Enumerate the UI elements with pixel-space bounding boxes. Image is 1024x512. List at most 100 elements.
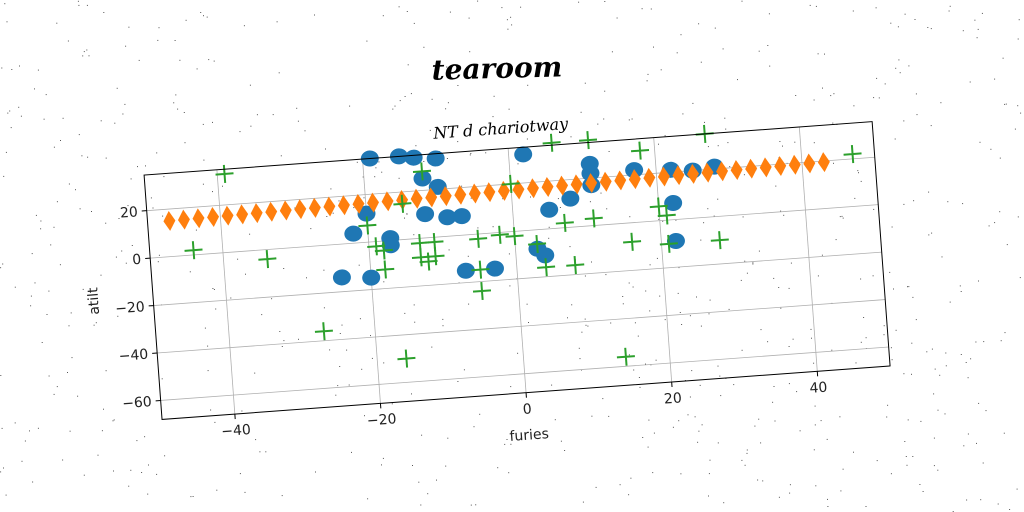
speckle bbox=[645, 291, 646, 292]
speckle bbox=[381, 464, 382, 465]
speckle bbox=[46, 94, 47, 95]
speckle bbox=[214, 61, 215, 62]
speckle bbox=[908, 65, 909, 66]
speckle bbox=[210, 410, 211, 411]
speckle bbox=[203, 160, 204, 161]
speckle bbox=[240, 131, 241, 132]
speckle bbox=[986, 410, 987, 411]
speckle bbox=[780, 308, 781, 309]
speckle bbox=[421, 435, 422, 436]
speckle bbox=[767, 45, 768, 46]
y-tick-label: −60 bbox=[122, 394, 153, 412]
speckle bbox=[325, 149, 326, 150]
speckle bbox=[54, 394, 55, 395]
speckle bbox=[40, 221, 41, 222]
speckle bbox=[335, 395, 336, 396]
speckle bbox=[241, 411, 242, 412]
speckle bbox=[128, 27, 129, 28]
speckle bbox=[966, 362, 967, 363]
speckle bbox=[413, 234, 414, 235]
speckle bbox=[698, 431, 699, 432]
speckle bbox=[707, 208, 708, 209]
speckle bbox=[975, 342, 976, 343]
speckle bbox=[824, 54, 825, 55]
speckle bbox=[86, 50, 87, 51]
speckle bbox=[370, 335, 371, 336]
speckle bbox=[903, 120, 904, 121]
speckle bbox=[581, 112, 582, 113]
speckle bbox=[461, 186, 462, 187]
speckle bbox=[942, 256, 943, 257]
speckle bbox=[9, 111, 10, 112]
speckle bbox=[853, 452, 854, 453]
speckle bbox=[891, 473, 892, 474]
speckle bbox=[561, 441, 562, 442]
speckle bbox=[279, 72, 280, 73]
y-tick-label: 0 bbox=[132, 252, 142, 269]
speckle bbox=[783, 215, 784, 216]
speckle bbox=[827, 499, 828, 500]
speckle bbox=[701, 326, 702, 327]
speckle bbox=[940, 102, 941, 103]
speckle bbox=[340, 333, 341, 334]
speckle bbox=[1006, 104, 1007, 105]
speckle bbox=[447, 158, 448, 159]
speckle bbox=[912, 297, 913, 298]
speckle bbox=[81, 155, 82, 156]
speckle bbox=[0, 471, 1, 472]
speckle bbox=[511, 24, 512, 25]
speckle bbox=[364, 197, 365, 198]
speckle bbox=[504, 444, 505, 445]
speckle bbox=[843, 218, 844, 219]
speckle bbox=[928, 234, 929, 235]
speckle bbox=[392, 109, 393, 110]
speckle bbox=[827, 439, 828, 440]
y-axis-label: atilt bbox=[85, 286, 103, 315]
speckle bbox=[549, 227, 550, 228]
speckle bbox=[741, 460, 742, 461]
speckle bbox=[889, 272, 890, 273]
speckle bbox=[1005, 332, 1006, 333]
speckle bbox=[917, 114, 918, 115]
speckle bbox=[310, 228, 311, 229]
speckle bbox=[383, 15, 384, 16]
speckle bbox=[665, 135, 666, 136]
speckle bbox=[282, 495, 283, 496]
speckle bbox=[1017, 489, 1018, 490]
speckle bbox=[710, 300, 711, 301]
speckle bbox=[903, 373, 904, 374]
speckle bbox=[190, 496, 191, 497]
speckle bbox=[597, 124, 598, 125]
speckle bbox=[305, 130, 306, 131]
speckle bbox=[106, 158, 107, 159]
speckle bbox=[366, 41, 367, 42]
speckle bbox=[927, 27, 928, 28]
speckle bbox=[709, 313, 710, 314]
speckle bbox=[818, 53, 819, 54]
speckle bbox=[978, 281, 979, 282]
speckle bbox=[404, 218, 405, 219]
speckle bbox=[815, 406, 816, 407]
speckle bbox=[635, 322, 636, 323]
speckle bbox=[507, 29, 508, 30]
speckle bbox=[571, 304, 572, 305]
speckle bbox=[158, 261, 159, 262]
speckle bbox=[581, 332, 582, 333]
speckle bbox=[528, 322, 529, 323]
x-tick-label: −20 bbox=[366, 411, 397, 429]
speckle bbox=[700, 240, 701, 241]
speckle bbox=[605, 274, 606, 275]
speckle bbox=[604, 91, 605, 92]
speckle bbox=[893, 289, 894, 290]
speckle bbox=[818, 275, 819, 276]
speckle bbox=[420, 505, 421, 506]
speckle bbox=[791, 263, 792, 264]
speckle bbox=[464, 369, 465, 370]
speckle bbox=[520, 7, 521, 8]
speckle bbox=[950, 6, 951, 7]
speckle bbox=[629, 354, 630, 355]
speckle bbox=[374, 176, 375, 177]
speckle bbox=[447, 438, 448, 439]
speckle bbox=[814, 100, 815, 101]
speckle bbox=[789, 383, 790, 384]
